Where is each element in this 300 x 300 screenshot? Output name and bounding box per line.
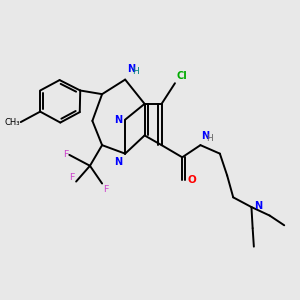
Text: H: H	[132, 67, 139, 76]
Text: O: O	[188, 176, 196, 185]
Text: H: H	[206, 134, 212, 143]
Text: N: N	[254, 201, 262, 211]
Text: N: N	[127, 64, 135, 74]
Text: N: N	[115, 157, 123, 167]
Text: CH₃: CH₃	[4, 118, 20, 127]
Text: F: F	[70, 172, 75, 182]
Text: N: N	[115, 115, 123, 124]
Text: N: N	[201, 131, 209, 141]
Text: F: F	[63, 150, 68, 159]
Text: Cl: Cl	[176, 71, 187, 81]
Text: F: F	[103, 185, 109, 194]
